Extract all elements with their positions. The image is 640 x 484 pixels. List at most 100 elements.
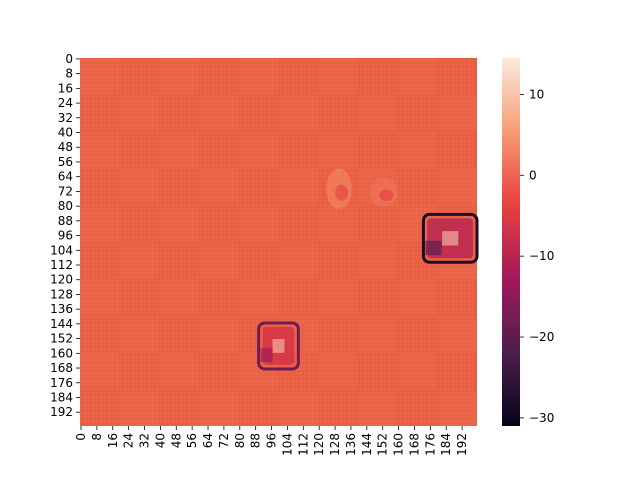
heatmap-block	[278, 131, 319, 169]
x-tick-label: 0	[74, 433, 88, 441]
heatmap-block	[199, 315, 239, 353]
x-tick-label: 168	[407, 433, 421, 456]
blob-shadow	[260, 348, 273, 363]
y-tick-label: 64	[58, 170, 73, 184]
blob-outline	[421, 212, 479, 264]
y-tick-label: 96	[58, 229, 73, 243]
heatmap-block	[278, 205, 319, 242]
heatmap-block	[159, 131, 200, 169]
heatmap-block	[119, 278, 160, 316]
y-tick-label: 144	[50, 317, 73, 331]
x-tick-label: 16	[106, 433, 120, 448]
heatmap-block	[318, 352, 358, 390]
heatmap-block	[238, 278, 279, 316]
heatmap-block	[318, 242, 358, 279]
heatmap-block	[119, 352, 160, 390]
heatmap-block	[199, 278, 239, 316]
heatmap-block	[119, 205, 160, 242]
x-tick-label: 80	[233, 433, 247, 448]
y-tick-label: 0	[65, 52, 73, 66]
heatmap-block	[119, 315, 160, 353]
heatmap-block	[437, 58, 477, 95]
x-tick-label: 160	[392, 433, 406, 456]
x-tick-label: 184	[439, 433, 453, 456]
heatmap-blob-upper-right-faint	[369, 177, 398, 208]
heatmap-block	[199, 94, 239, 132]
heatmap-block	[278, 94, 319, 132]
heatmap-block	[278, 58, 319, 95]
x-tick-label: 56	[185, 433, 199, 448]
y-tick-label: 168	[50, 361, 73, 375]
y-tick-label: 176	[50, 376, 73, 390]
heatmap-block	[238, 168, 279, 206]
heatmap-block	[357, 131, 398, 169]
heatmap-block	[238, 94, 279, 132]
heatmap-block	[437, 389, 477, 426]
y-tick-label: 160	[50, 346, 73, 360]
heatmap-block	[80, 352, 120, 390]
y-tick-label: 152	[50, 332, 73, 346]
y-tick-label: 32	[58, 111, 73, 125]
heatmap-block	[199, 58, 239, 95]
y-tick-label: 40	[58, 126, 73, 140]
heatmap-block	[119, 94, 160, 132]
heatmap-block	[159, 58, 200, 95]
heatmap-block	[238, 389, 279, 426]
y-tick-label: 184	[50, 390, 73, 404]
heatmap-blob-lower-center	[257, 321, 300, 371]
heatmap-block	[318, 315, 358, 353]
heatmap-block	[199, 352, 239, 390]
heatmap-block	[318, 58, 358, 95]
heatmap-block	[80, 131, 120, 169]
y-tick-label: 88	[58, 214, 73, 228]
colorbar-tick-label: 10	[529, 87, 544, 101]
heatmap-block	[397, 352, 438, 390]
heatmap-block	[159, 389, 200, 426]
heatmap-block	[80, 58, 120, 95]
y-tick-label: 192	[50, 405, 73, 419]
x-tick-label: 144	[360, 433, 374, 456]
colorbar-ticks: 10 0 −10 −20 −30	[520, 87, 554, 425]
y-tick-label: 8	[65, 67, 73, 81]
heatmap-block	[199, 389, 239, 426]
heatmap-block	[318, 389, 358, 426]
colorbar: 10 0 −10 −20 −30	[502, 58, 554, 426]
y-tick-label: 80	[58, 199, 73, 213]
heatmap-block	[357, 315, 398, 353]
x-tick-label: 176	[423, 433, 437, 456]
heatmap-block	[238, 131, 279, 169]
heatmap-block	[80, 242, 120, 279]
x-tick-label: 96	[265, 433, 279, 448]
x-tick-label: 136	[344, 433, 358, 456]
x-tick-label: 32	[138, 433, 152, 448]
heatmap-block	[80, 278, 120, 316]
y-tick-label: 16	[58, 81, 73, 95]
x-tick-label: 64	[201, 433, 215, 448]
y-tick-label: 48	[58, 140, 73, 154]
heatmap-block	[397, 315, 438, 353]
heatmap-block	[159, 315, 200, 353]
y-tick-label: 56	[58, 155, 73, 169]
heatmap-block	[437, 168, 477, 206]
heatmap-blob-right	[421, 212, 479, 264]
blob-highlight	[272, 339, 285, 353]
heatmap-cells	[80, 58, 477, 426]
heatmap-block	[397, 131, 438, 169]
heatmap-block	[238, 58, 279, 95]
heatmap-block	[159, 205, 200, 242]
heatmap-block	[318, 94, 358, 132]
heatmap-block	[199, 242, 239, 279]
blob-dark-core	[335, 184, 349, 201]
heatmap-block	[80, 168, 120, 206]
heatmap-block	[199, 168, 239, 206]
heatmap-block	[159, 278, 200, 316]
heatmap-block	[119, 58, 160, 95]
x-tick-label: 8	[90, 433, 104, 441]
heatmap-block	[159, 352, 200, 390]
heatmap-block	[159, 94, 200, 132]
x-tick-label: 48	[169, 433, 183, 448]
colorbar-tick-label: 0	[529, 168, 537, 182]
x-tick-label: 128	[328, 433, 342, 456]
x-tick-label: 24	[122, 433, 136, 448]
